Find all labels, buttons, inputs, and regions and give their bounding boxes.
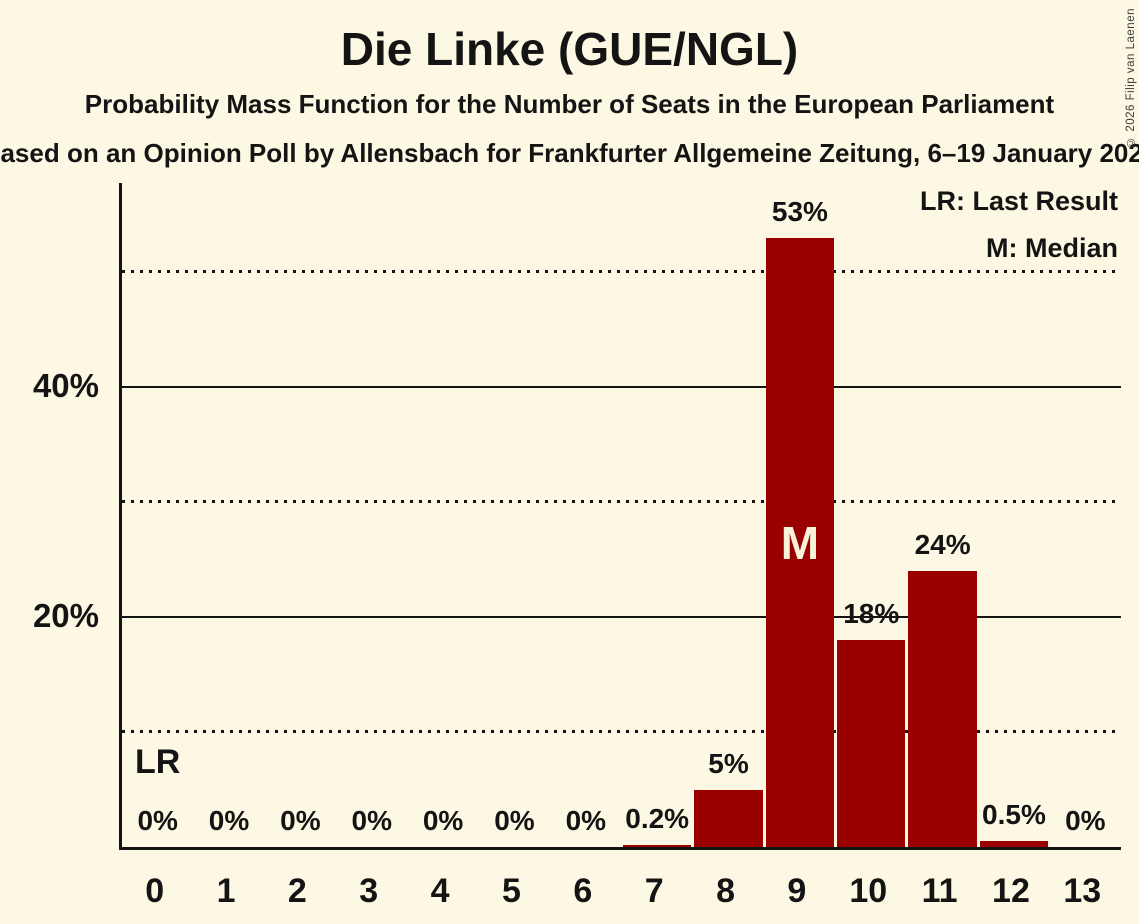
bar-label-seat-1: 0%: [208, 805, 250, 836]
x-axis-label-0: 0: [145, 872, 165, 910]
median-marker: M: [780, 517, 820, 569]
last-result-marker: LR: [135, 743, 181, 781]
gridline-30pct: [122, 500, 1121, 503]
chart-source-line: Based on an Opinion Poll by Allensbach f…: [0, 138, 1139, 168]
bar-label-seat-12: 0.5%: [982, 799, 1046, 831]
bar-seat-9: [765, 237, 835, 847]
x-axis-label-6: 6: [573, 872, 593, 910]
x-axis-label-9: 9: [787, 872, 807, 910]
gridline-50pct: [122, 270, 1121, 273]
x-axis-label-3: 3: [359, 872, 379, 910]
bar-label-seat-3: 0%: [351, 805, 392, 836]
chart-title: Die Linke (GUE/NGL): [340, 23, 799, 75]
legend-last-result: LR: Last Result: [919, 186, 1118, 216]
bar-label-seat-6: 0%: [565, 805, 607, 836]
x-axis-label-8: 8: [716, 872, 735, 910]
bar-label-seat-0: 0%: [137, 805, 178, 836]
y-axis-label-40%: 40%: [32, 367, 99, 404]
bar-seat-11: [908, 571, 977, 847]
bar-seat-10: [837, 640, 906, 847]
bar-seat-12: [979, 841, 1049, 847]
bar-label-seat-5: 0%: [494, 805, 535, 836]
bar-label-seat-13: 0%: [1065, 805, 1106, 836]
copyright-notice: © 2026 Filip van Laenen: [1125, 8, 1137, 148]
bar-label-seat-9: 53%: [771, 195, 828, 227]
plot-area: 0% 0% 0% 0% 0% 0% 0% 0.2% 5% 53% 18% 24% 0.5% 0% LR M: [119, 183, 1121, 850]
x-axis-label-12: 12: [992, 872, 1030, 910]
bar-label-seat-10: 18%: [843, 598, 900, 629]
bar-label-seat-8: 5%: [708, 747, 749, 779]
x-axis-label-13: 13: [1063, 872, 1102, 910]
legend-median: M: Median: [986, 233, 1118, 263]
bar-label-seat-4: 0%: [422, 805, 464, 836]
gridline-40pct: [122, 386, 1121, 388]
x-axis-label-1: 1: [216, 872, 236, 910]
y-axis-label-20%: 20%: [32, 597, 99, 634]
bar-label-seat-7: 0.2%: [625, 802, 690, 834]
x-axis-label-4: 4: [430, 872, 450, 910]
chart-subtitle: Probability Mass Function for the Number…: [84, 89, 1055, 119]
x-axis-label-11: 11: [921, 872, 958, 910]
gridline-10pct: [122, 730, 1121, 733]
bar-label-seat-11: 24%: [914, 529, 971, 560]
bar-label-seat-2: 0%: [280, 805, 321, 836]
bar-seat-7: [623, 844, 692, 847]
x-axis-label-5: 5: [501, 872, 521, 910]
bar-seat-8: [694, 789, 763, 847]
x-axis-label-7: 7: [644, 872, 664, 910]
gridline-20pct: [122, 616, 1121, 618]
x-axis-label-2: 2: [287, 872, 307, 910]
x-axis-label-10: 10: [849, 872, 888, 910]
